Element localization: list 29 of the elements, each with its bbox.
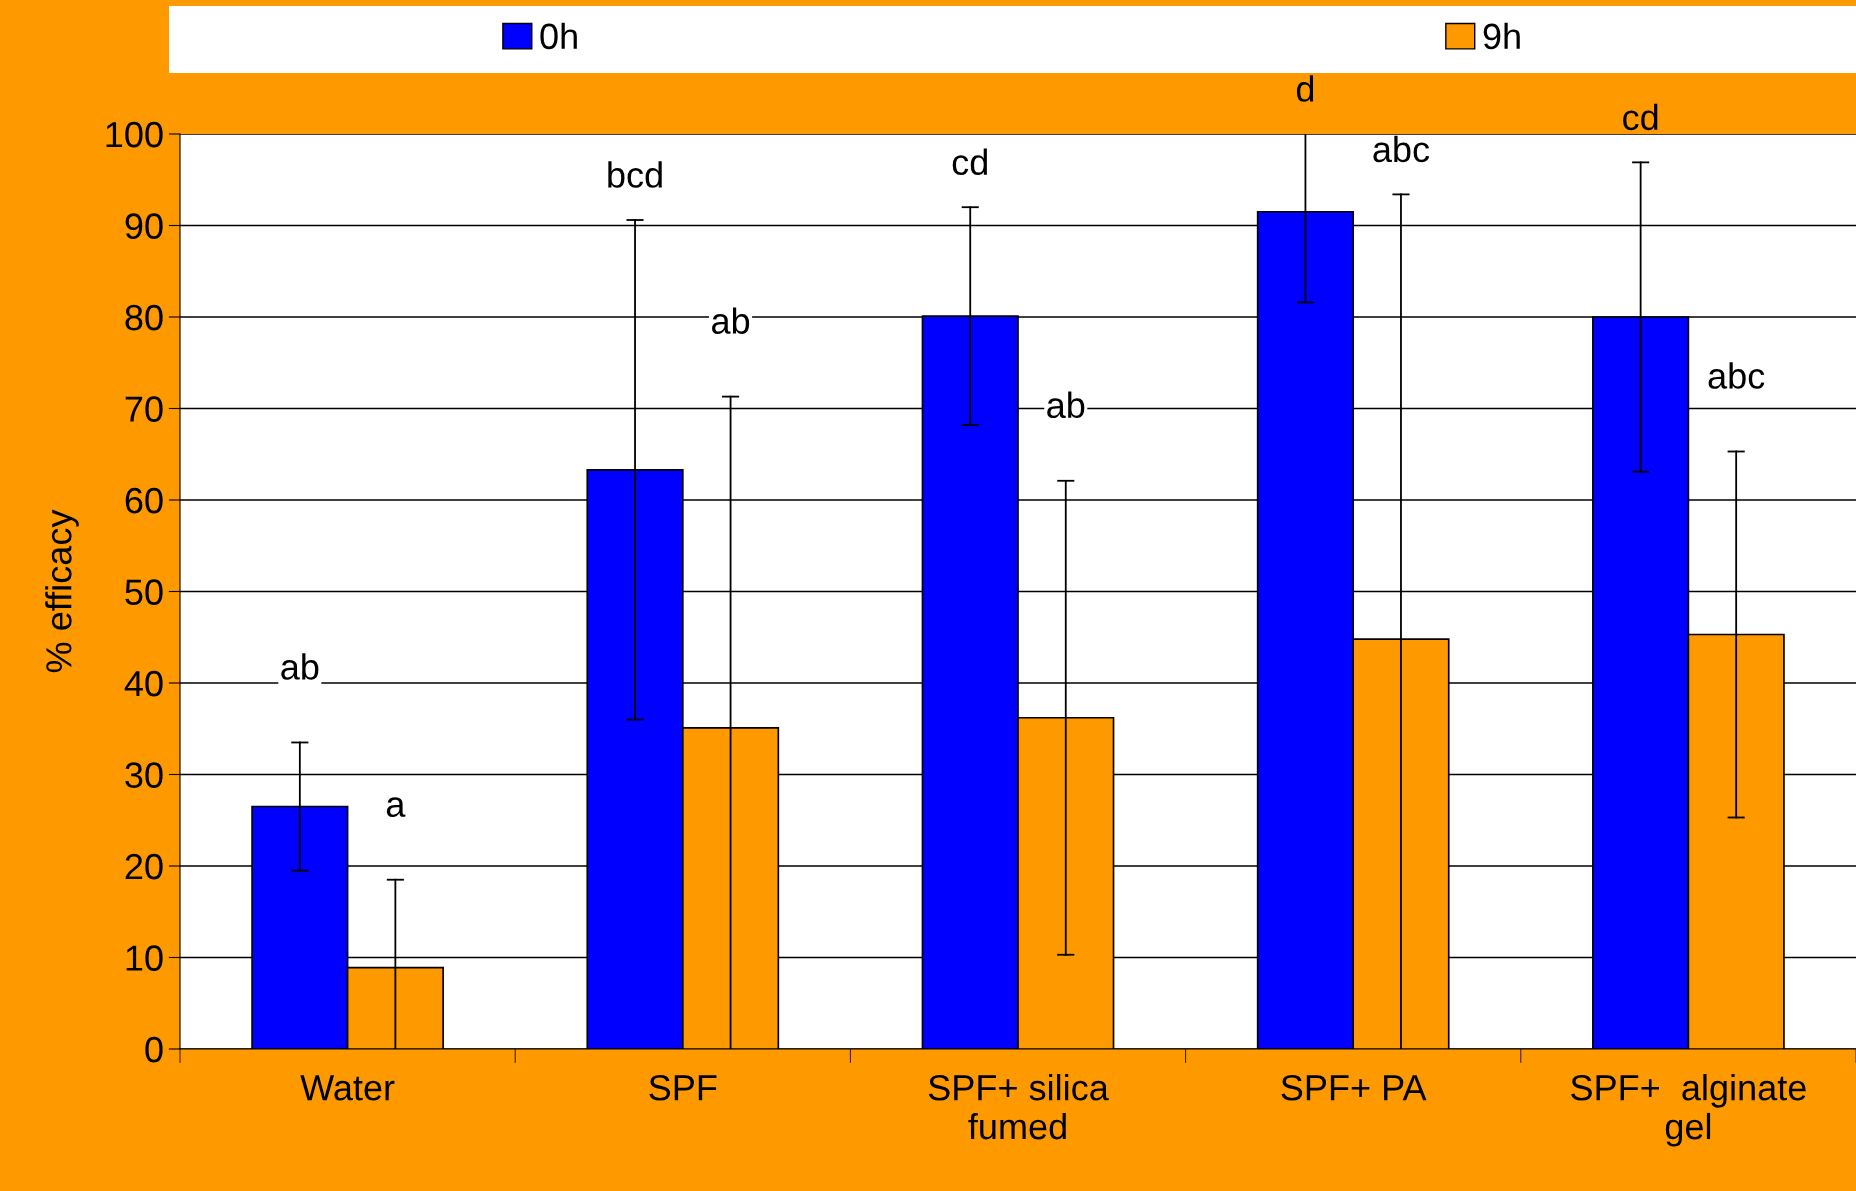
y-tick-label: 0 — [145, 1036, 163, 1063]
annotation: ab — [1047, 391, 1085, 419]
y-tick-label: 80 — [125, 304, 163, 331]
annotation: ab — [281, 653, 319, 680]
y-tick-label: 20 — [125, 853, 163, 880]
annotation: ab — [712, 307, 750, 334]
y-tick-label: 90 — [125, 213, 163, 239]
annotation: bcd — [608, 161, 662, 188]
y-tick-label: 50 — [125, 579, 163, 605]
annotation: abc — [1373, 135, 1430, 163]
x-tick-label: SPF+ PA — [1281, 1074, 1427, 1101]
legend-label: 0h — [540, 22, 577, 50]
text: d — [1296, 75, 1314, 102]
annotation: a — [386, 797, 406, 818]
text: cd — [1623, 103, 1658, 131]
y-tick-label: 60 — [125, 487, 163, 514]
y-tick-label: 100 — [106, 121, 163, 148]
y-tick-label: 10 — [126, 945, 163, 971]
annotation: cd — [952, 148, 987, 176]
y-tick-label: 70 — [125, 396, 163, 422]
y-tick-label: 30 — [125, 762, 163, 788]
y-tick-label: 40 — [124, 670, 163, 697]
annotation: abc — [1708, 362, 1765, 389]
x-tick-label: SPF — [649, 1074, 717, 1101]
legend-label: 9h — [1483, 22, 1520, 50]
y-axis-title: % efficacy — [45, 509, 79, 673]
x-tick-label: Water — [300, 1075, 395, 1101]
x-tick-label: SPF+ alginate gel — [1571, 1074, 1806, 1147]
x-tick-label: SPF+ silica fumed — [928, 1074, 1109, 1140]
